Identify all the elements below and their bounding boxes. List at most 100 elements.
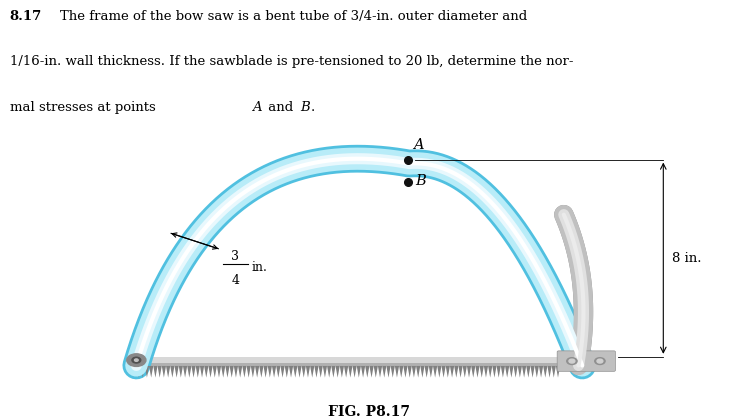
Polygon shape [429,366,433,378]
Polygon shape [314,366,318,378]
Text: 4: 4 [231,274,240,287]
Polygon shape [179,366,183,378]
Polygon shape [509,366,514,378]
Polygon shape [200,366,204,378]
Polygon shape [230,366,234,378]
Polygon shape [242,366,246,378]
Text: The frame of the bow saw is a bent tube of 3/4-in. outer diameter and: The frame of the bow saw is a bent tube … [60,10,528,23]
Text: mal stresses at points: mal stresses at points [10,101,160,114]
Polygon shape [446,366,450,378]
Polygon shape [327,366,331,378]
Circle shape [569,359,575,363]
Polygon shape [170,366,175,378]
Polygon shape [183,366,187,378]
Polygon shape [420,366,425,378]
Polygon shape [471,366,475,378]
Polygon shape [505,366,509,378]
Polygon shape [221,366,226,378]
Polygon shape [501,366,505,378]
Polygon shape [318,366,323,378]
Polygon shape [276,366,280,378]
Polygon shape [408,366,412,378]
Polygon shape [340,366,344,378]
Polygon shape [272,366,276,378]
Polygon shape [463,366,467,378]
Polygon shape [437,366,441,378]
Polygon shape [416,366,420,378]
Polygon shape [517,366,522,378]
Polygon shape [153,366,158,378]
Polygon shape [454,366,458,378]
Polygon shape [441,366,446,378]
Polygon shape [556,366,560,378]
Polygon shape [158,366,162,378]
Polygon shape [259,366,264,378]
Polygon shape [366,366,369,378]
Polygon shape [399,366,403,378]
Polygon shape [306,366,310,378]
Circle shape [597,359,603,363]
Polygon shape [212,366,217,378]
Polygon shape [488,366,492,378]
Polygon shape [192,366,196,378]
Polygon shape [458,366,463,378]
Polygon shape [348,366,352,378]
Polygon shape [531,366,534,378]
Bar [136,357,560,364]
Polygon shape [264,366,268,378]
Polygon shape [166,366,170,378]
Text: 1/16-in. wall thickness. If the sawblade is pre-tensioned to 20 lb, determine th: 1/16-in. wall thickness. If the sawblade… [10,55,573,68]
Polygon shape [357,366,361,378]
Text: .: . [311,101,315,114]
Circle shape [134,359,138,361]
Polygon shape [412,366,416,378]
Text: B: B [301,101,310,114]
Polygon shape [543,366,548,378]
Polygon shape [238,366,242,378]
Polygon shape [483,366,488,378]
Polygon shape [383,366,386,378]
Text: B: B [415,174,426,188]
Polygon shape [136,366,141,378]
Polygon shape [374,366,378,378]
Bar [136,363,560,366]
Polygon shape [369,366,374,378]
Polygon shape [361,366,366,378]
Polygon shape [209,366,212,378]
Text: A: A [413,138,424,152]
Polygon shape [141,366,145,378]
Polygon shape [297,366,301,378]
Polygon shape [514,366,517,378]
Polygon shape [196,366,200,378]
Polygon shape [548,366,551,378]
Polygon shape [246,366,251,378]
Text: FIG. P8.17: FIG. P8.17 [327,405,410,419]
Polygon shape [323,366,327,378]
Circle shape [132,357,141,363]
Polygon shape [539,366,543,378]
Polygon shape [217,366,221,378]
Polygon shape [378,366,383,378]
Polygon shape [289,366,293,378]
Polygon shape [497,366,501,378]
Polygon shape [352,366,357,378]
Polygon shape [425,366,429,378]
Polygon shape [293,366,297,378]
Polygon shape [310,366,314,378]
Text: and: and [264,101,297,114]
Polygon shape [450,366,454,378]
Polygon shape [301,366,306,378]
Polygon shape [467,366,471,378]
Polygon shape [403,366,408,378]
Polygon shape [386,366,391,378]
Polygon shape [234,366,238,378]
Polygon shape [395,366,399,378]
Polygon shape [344,366,349,378]
Text: A: A [252,101,262,114]
Polygon shape [284,366,289,378]
Polygon shape [475,366,480,378]
Polygon shape [144,366,149,378]
Circle shape [567,358,577,365]
Text: 3: 3 [231,250,240,263]
Circle shape [595,358,605,365]
